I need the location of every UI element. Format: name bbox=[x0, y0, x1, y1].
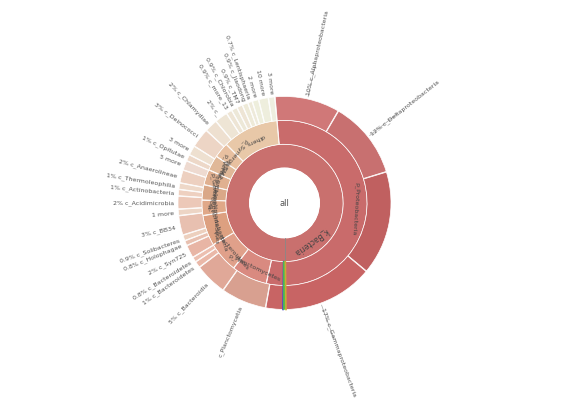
Wedge shape bbox=[348, 173, 391, 271]
Text: 1% c_Bacteroidetes: 1% c_Bacteroidetes bbox=[142, 265, 196, 306]
Text: 12% c_Deltaproteobacteria: 12% c_Deltaproteobacteria bbox=[370, 79, 440, 137]
Wedge shape bbox=[209, 157, 236, 180]
Text: 5% c_Bacteroidia: 5% c_Bacteroidia bbox=[168, 281, 209, 324]
Text: 10 more: 10 more bbox=[255, 69, 265, 96]
Wedge shape bbox=[204, 171, 230, 190]
Wedge shape bbox=[179, 184, 203, 193]
Text: 2% c_Chlamydiae: 2% c_Chlamydiae bbox=[167, 81, 210, 125]
Wedge shape bbox=[195, 131, 224, 160]
Text: 1% c_Actinobacteria: 1% c_Actinobacteria bbox=[110, 184, 175, 196]
Wedge shape bbox=[266, 121, 367, 286]
Wedge shape bbox=[216, 115, 240, 140]
Text: 1 more: 1 more bbox=[152, 211, 174, 218]
Text: 1% c_Opitutae: 1% c_Opitutae bbox=[141, 135, 185, 159]
Text: 5 more: 5 more bbox=[159, 154, 182, 167]
Wedge shape bbox=[193, 246, 216, 262]
Text: 3 more: 3 more bbox=[266, 71, 274, 94]
Wedge shape bbox=[183, 162, 209, 178]
Wedge shape bbox=[242, 104, 256, 128]
Wedge shape bbox=[234, 250, 271, 284]
Text: p_TM7: p_TM7 bbox=[215, 159, 230, 180]
Wedge shape bbox=[187, 237, 213, 257]
Text: 1% c_Thermoleophilia: 1% c_Thermoleophilia bbox=[106, 172, 175, 189]
Wedge shape bbox=[226, 145, 343, 262]
Text: 0.9% c_Chlorobia: 0.9% c_Chlorobia bbox=[204, 57, 235, 107]
Text: 3 more: 3 more bbox=[167, 136, 189, 151]
Wedge shape bbox=[269, 98, 277, 122]
Wedge shape bbox=[226, 121, 279, 162]
Wedge shape bbox=[275, 97, 338, 132]
Text: k_Bacteria: k_Bacteria bbox=[292, 227, 331, 257]
Wedge shape bbox=[185, 233, 209, 246]
Text: p_Chlorobi: p_Chlorobi bbox=[209, 178, 220, 211]
Wedge shape bbox=[217, 145, 243, 170]
Text: 2% c_Syn725: 2% c_Syn725 bbox=[147, 252, 187, 276]
Text: c_Planctomycetia: c_Planctomycetia bbox=[218, 304, 244, 357]
Text: 0.9% c_Solibacteres: 0.9% c_Solibacteres bbox=[119, 237, 181, 263]
Wedge shape bbox=[207, 122, 231, 147]
Text: 0.9% c_more_13: 0.9% c_more_13 bbox=[197, 63, 229, 110]
Wedge shape bbox=[213, 233, 248, 268]
Text: 17% c_Gammaproteobacteria: 17% c_Gammaproteobacteria bbox=[320, 306, 357, 396]
Wedge shape bbox=[224, 271, 270, 308]
Text: 10% c_Alphaproteobacteria: 10% c_Alphaproteobacteria bbox=[306, 10, 330, 96]
Text: 2% c_: 2% c_ bbox=[205, 98, 221, 116]
Wedge shape bbox=[178, 197, 202, 209]
Wedge shape bbox=[189, 147, 215, 166]
Wedge shape bbox=[187, 156, 211, 171]
Wedge shape bbox=[178, 209, 203, 216]
Text: p_Acidobacteria: p_Acidobacteria bbox=[207, 202, 229, 252]
Wedge shape bbox=[183, 229, 207, 241]
Text: p_Proteobacteria: p_Proteobacteria bbox=[351, 182, 360, 235]
Wedge shape bbox=[180, 171, 206, 188]
Wedge shape bbox=[200, 254, 237, 290]
Wedge shape bbox=[178, 190, 203, 198]
Wedge shape bbox=[266, 256, 366, 310]
Text: p_Bacteroidetes: p_Bacteroidetes bbox=[212, 229, 250, 271]
Text: 3% c_BB34: 3% c_BB34 bbox=[141, 224, 177, 237]
Text: 0.8% c_Holophagae: 0.8% c_Holophagae bbox=[123, 243, 183, 271]
Wedge shape bbox=[253, 101, 264, 125]
Wedge shape bbox=[203, 213, 234, 245]
Text: p_Synergistetes: p_Synergistetes bbox=[212, 137, 249, 180]
Wedge shape bbox=[179, 213, 205, 235]
Text: p_Planctomycetes: p_Planctomycetes bbox=[227, 252, 281, 282]
Text: 2 more: 2 more bbox=[246, 75, 257, 98]
Text: 3% c_Deinococci: 3% c_Deinococci bbox=[152, 101, 199, 138]
Wedge shape bbox=[232, 108, 248, 132]
Text: all: all bbox=[279, 199, 290, 208]
Wedge shape bbox=[248, 102, 259, 126]
Wedge shape bbox=[227, 111, 244, 134]
Wedge shape bbox=[327, 112, 386, 179]
Text: others: others bbox=[245, 133, 265, 146]
Wedge shape bbox=[202, 186, 227, 201]
Text: 2% c_Acidimicrobia: 2% c_Acidimicrobia bbox=[113, 200, 174, 206]
Text: 0.7% c_Lentisphaeria: 0.7% c_Lentisphaeria bbox=[224, 34, 251, 100]
Wedge shape bbox=[202, 201, 226, 216]
Circle shape bbox=[250, 169, 319, 238]
Text: p_Verrucomicrobia: p_Verrucomicrobia bbox=[205, 153, 229, 210]
Wedge shape bbox=[196, 249, 218, 267]
Text: 2% c_Anaerolineae: 2% c_Anaerolineae bbox=[118, 158, 178, 179]
Text: p_Gemmatimonadetes: p_Gemmatimonadetes bbox=[209, 172, 219, 243]
Text: 0.9% c_TM7: 0.9% c_TM7 bbox=[219, 68, 240, 104]
Wedge shape bbox=[237, 106, 251, 130]
Wedge shape bbox=[259, 99, 271, 124]
Text: 0.9% c_Jiaodong: 0.9% c_Jiaodong bbox=[222, 52, 246, 102]
Text: 0.8% c_Bacteroidetes: 0.8% c_Bacteroidetes bbox=[131, 260, 192, 301]
